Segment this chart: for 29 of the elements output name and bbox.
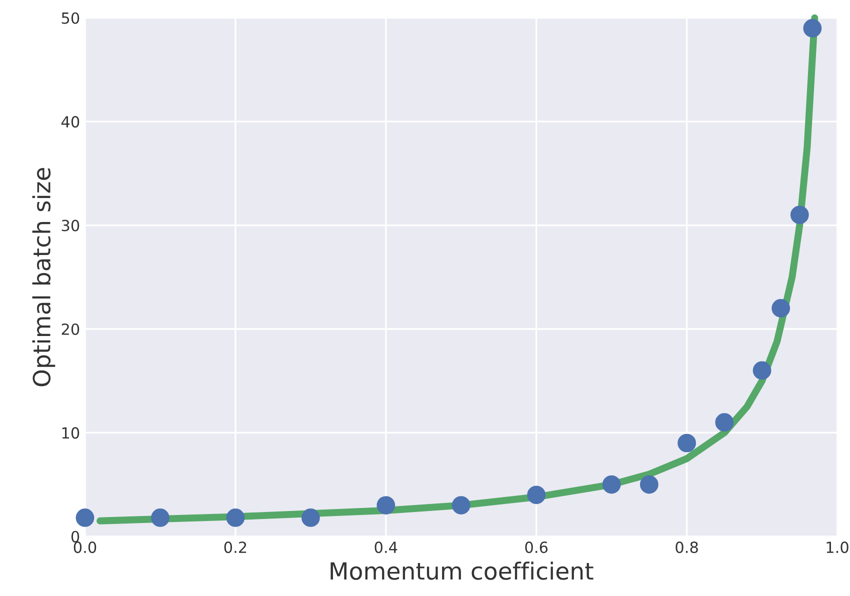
point: [376, 496, 396, 514]
x-tick-label: 0.0: [74, 542, 96, 554]
x-axis-title: Momentum coefficient: [330, 562, 594, 580]
point: [715, 413, 734, 432]
x-tick-label: 1.0: [826, 542, 848, 554]
point: [301, 508, 320, 527]
y-tick-label: 40: [61, 116, 80, 128]
y-tick-label: 20: [62, 323, 80, 336]
y-tick-label: 50: [62, 12, 80, 24]
point: [151, 508, 170, 527]
point: [752, 361, 772, 380]
point: [803, 19, 822, 38]
x-tick-label: 0.2: [224, 542, 246, 554]
x-tick-label: 0.4: [374, 542, 398, 554]
point: [602, 475, 621, 494]
y-tick-label: 10: [62, 427, 80, 439]
y-axis-title: Optimal batch size: [32, 168, 56, 386]
point: [678, 434, 696, 452]
point: [790, 206, 809, 224]
y-tick-label: 0: [71, 530, 80, 542]
y-tick-label: 30: [62, 220, 80, 232]
point: [452, 496, 470, 514]
point: [640, 475, 658, 494]
x-tick-label: 0.6: [525, 542, 548, 554]
point: [76, 508, 94, 527]
point: [226, 508, 245, 527]
point: [527, 486, 546, 504]
point: [772, 299, 790, 318]
x-tick-label: 0.8: [676, 542, 698, 554]
